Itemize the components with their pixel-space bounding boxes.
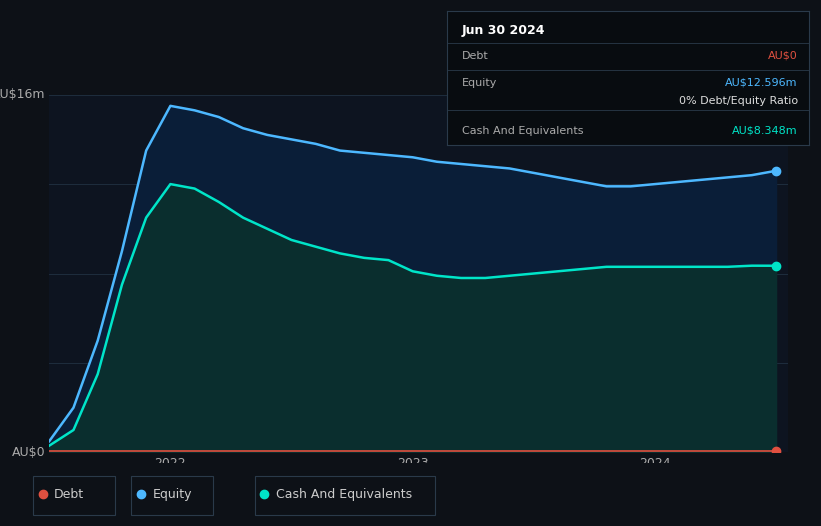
Text: AU$16m: AU$16m [0,88,46,101]
Text: Cash And Equivalents: Cash And Equivalents [276,488,412,501]
Text: Debt: Debt [462,51,488,61]
Text: Equity: Equity [153,488,192,501]
Text: Jun 30 2024: Jun 30 2024 [462,24,545,37]
Text: 0% Debt/Equity Ratio: 0% Debt/Equity Ratio [679,96,798,106]
Text: AU$0: AU$0 [768,51,798,61]
Text: Equity: Equity [462,78,498,88]
Text: AU$0: AU$0 [12,446,46,459]
Text: Debt: Debt [54,488,85,501]
Text: AU$8.348m: AU$8.348m [732,126,798,136]
Text: Cash And Equivalents: Cash And Equivalents [462,126,584,136]
Text: AU$12.596m: AU$12.596m [725,78,798,88]
